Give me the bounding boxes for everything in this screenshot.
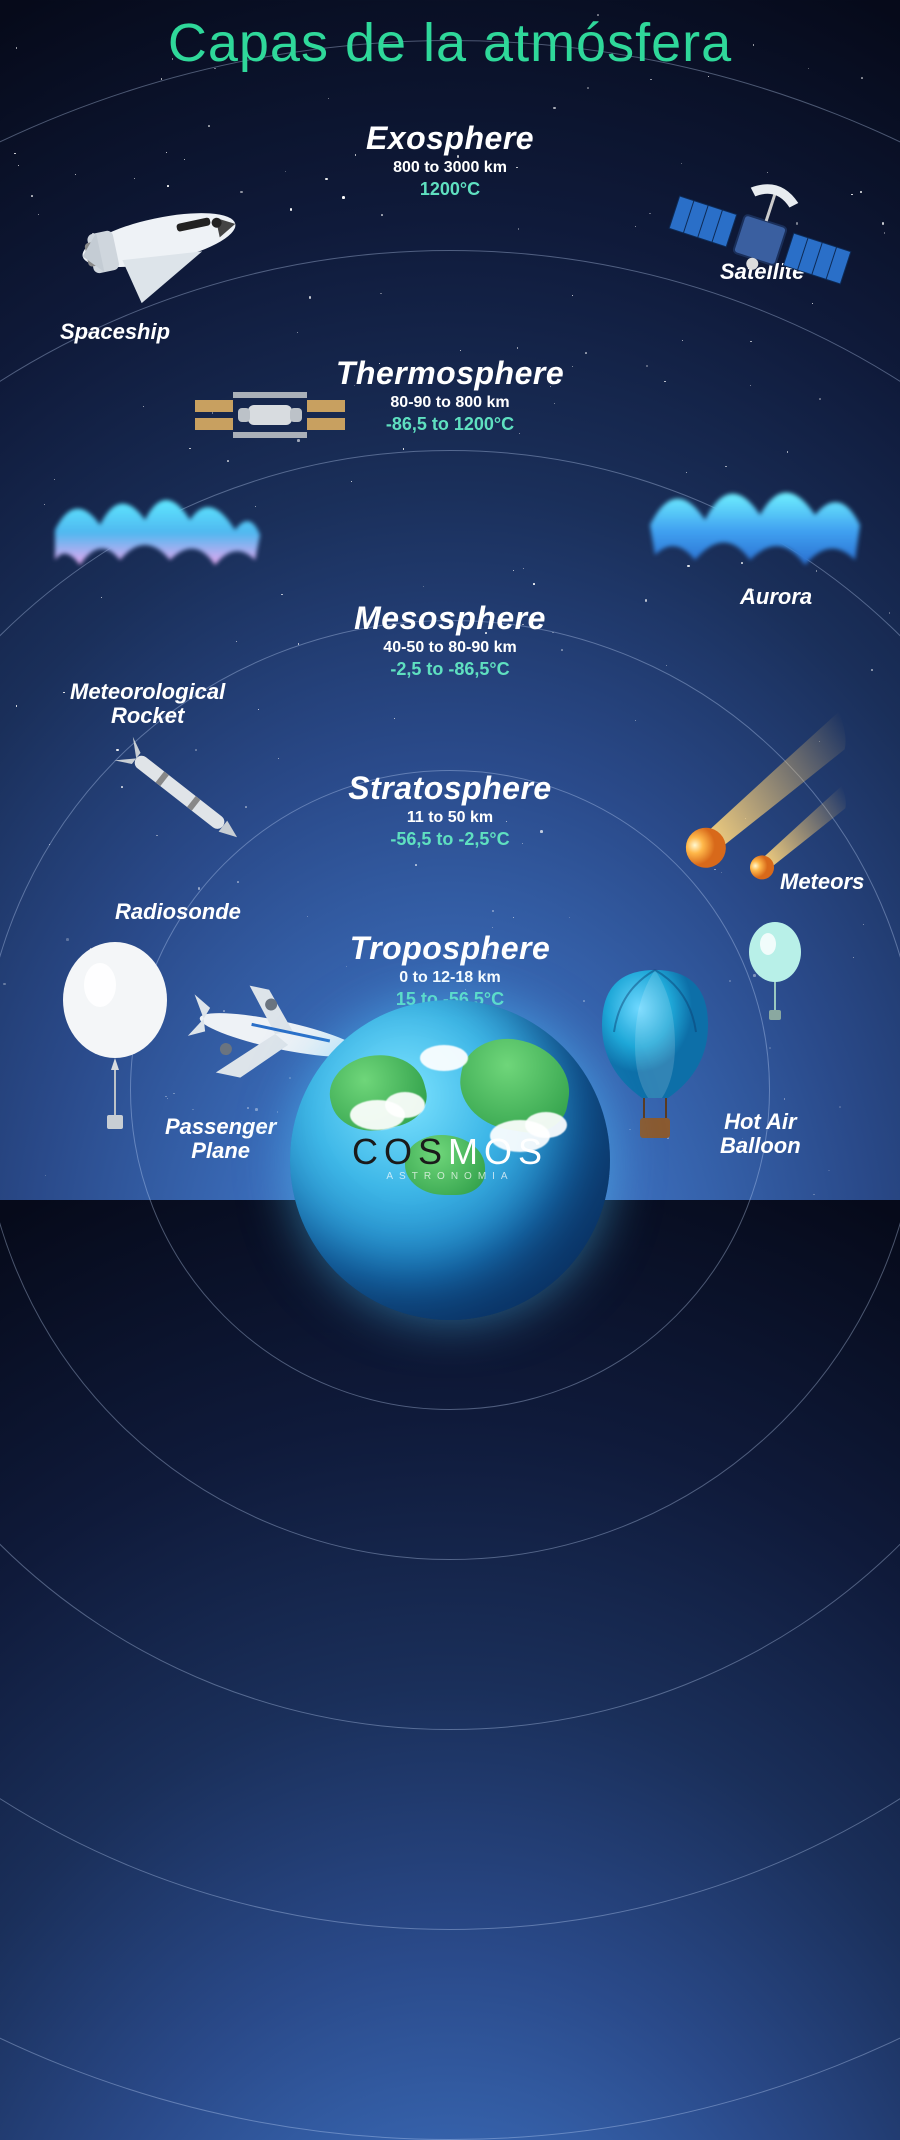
logo-light-part: MOS [448, 1131, 548, 1172]
aurora-left-icon [45, 460, 265, 590]
spaceship-icon [60, 180, 260, 310]
object-label: MeteorologicalRocket [70, 680, 225, 728]
meteors-icon [640, 690, 900, 890]
layer-name: Thermosphere [0, 355, 900, 392]
cosmos-logo: COSMOS ASTRONOMIA [0, 1131, 900, 1182]
object-label: Radiosonde [115, 900, 241, 924]
layer-name: Exosphere [0, 120, 900, 157]
rocket-icon [95, 730, 255, 850]
radiosonde-icon [45, 940, 185, 1140]
satellite-icon [660, 165, 860, 315]
aurora-right-icon [640, 450, 870, 590]
hotair-balloon-icon [590, 960, 720, 1150]
small-balloon-icon [740, 920, 810, 1030]
layer-temp: -2,5 to -86,5°C [0, 659, 900, 680]
logo-subtitle: ASTRONOMIA [0, 1171, 900, 1182]
logo-dark-part: COS [352, 1131, 448, 1172]
object-label: Spaceship [60, 320, 170, 344]
layer-range: 80-90 to 800 km [0, 394, 900, 412]
iss-icon [190, 370, 350, 460]
layer-temp: -86,5 to 1200°C [0, 414, 900, 435]
main-title: Capas de la atmósfera [0, 12, 900, 74]
layer-range: 40-50 to 80-90 km [0, 639, 900, 657]
